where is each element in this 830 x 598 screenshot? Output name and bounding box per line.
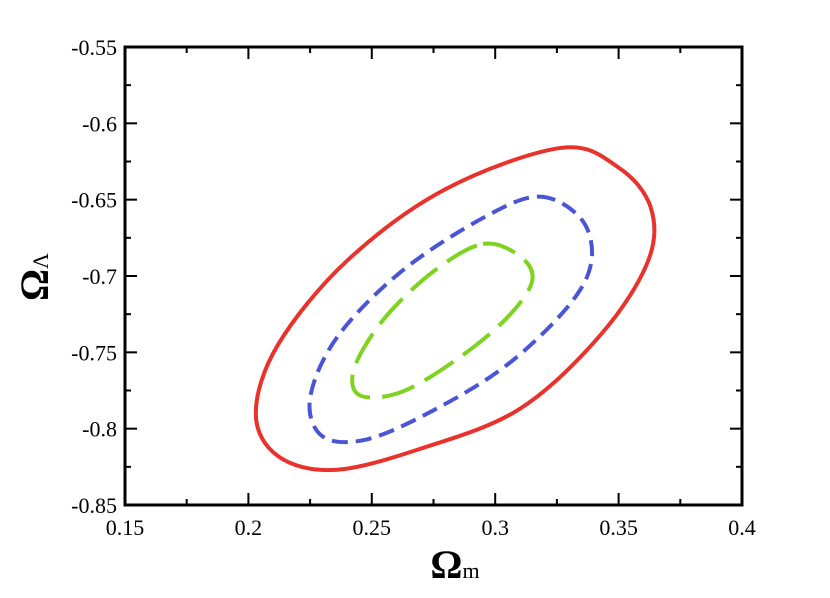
x-axis-label: Ωm bbox=[430, 542, 479, 587]
confidence-contours bbox=[253, 145, 657, 473]
y-tick-label: -0.7 bbox=[82, 264, 117, 289]
plot-area-frame bbox=[123, 45, 744, 507]
y-tick-labels: -0.85 -0.8 -0.75 -0.7 -0.65 -0.6 -0.55 bbox=[71, 35, 117, 518]
contour-inner bbox=[350, 241, 535, 400]
x-tick-label: 0.25 bbox=[353, 515, 392, 540]
y-axis-label-subscript: Λ bbox=[28, 253, 53, 269]
y-tick-label: -0.8 bbox=[82, 417, 117, 442]
contour-middle bbox=[307, 194, 595, 445]
y-tick-label: -0.6 bbox=[82, 111, 117, 136]
y-tick-label: -0.55 bbox=[71, 35, 117, 60]
y-axis-label: ΩΛ bbox=[12, 253, 57, 301]
axis-ticks bbox=[124, 46, 743, 506]
y-tick-label: -0.75 bbox=[71, 340, 117, 365]
x-tick-label: 0.35 bbox=[599, 515, 638, 540]
x-tick-label: 0.15 bbox=[106, 515, 145, 540]
y-axis-label-symbol: Ω bbox=[12, 269, 57, 301]
x-axis-label-subscript: m bbox=[462, 558, 479, 583]
x-axis-label-symbol: Ω bbox=[430, 542, 462, 587]
x-tick-labels: 0.15 0.2 0.25 0.3 0.35 0.4 bbox=[106, 515, 756, 540]
x-tick-label: 0.4 bbox=[728, 515, 756, 540]
x-tick-label: 0.2 bbox=[235, 515, 263, 540]
contour-outer bbox=[253, 145, 657, 473]
y-tick-label: -0.65 bbox=[71, 188, 117, 213]
y-tick-label: -0.85 bbox=[71, 493, 117, 518]
svg-text:ΩΛ: ΩΛ bbox=[12, 253, 57, 301]
x-tick-label: 0.3 bbox=[481, 515, 509, 540]
